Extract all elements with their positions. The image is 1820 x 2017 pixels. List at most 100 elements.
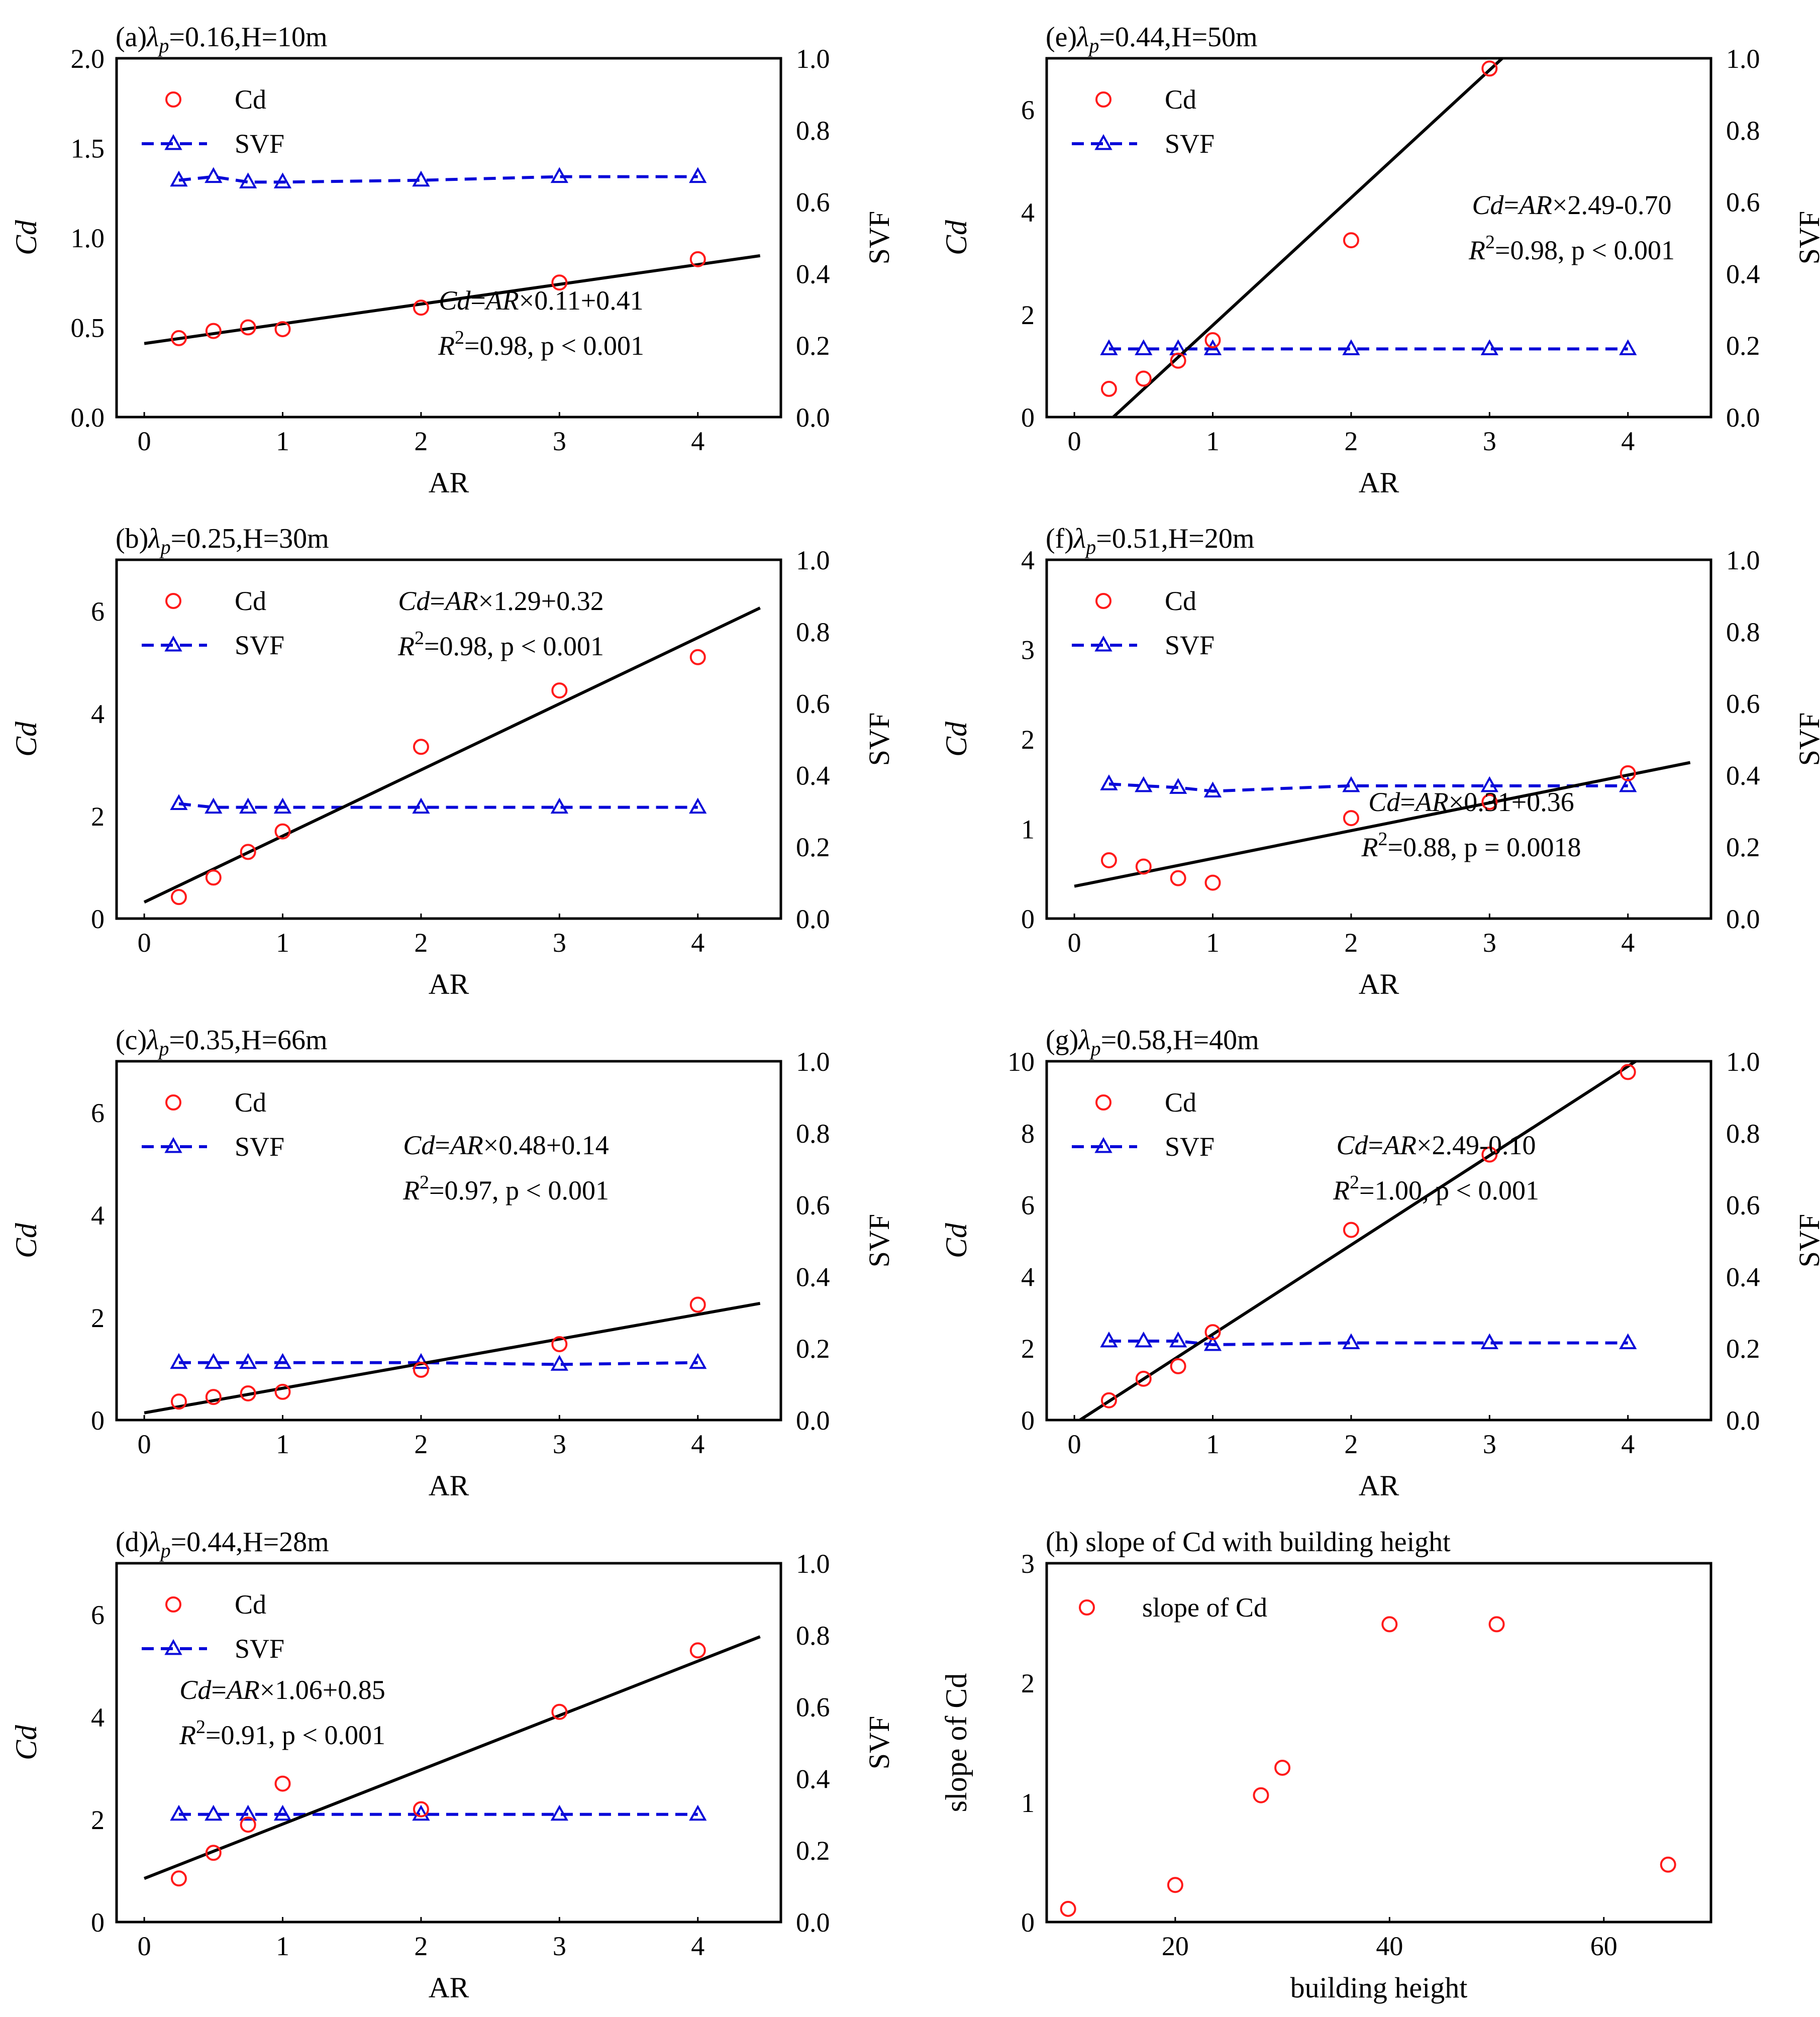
svf-point (1480, 776, 1498, 792)
y2-tick-label: 0.8 (796, 116, 830, 146)
fit-equation: Cd=AR×1.29+0.32 (398, 586, 603, 616)
svf-point (1100, 1331, 1118, 1348)
fit-equation: Cd=AR×0.31+0.36 (1368, 787, 1574, 817)
cd-point (1343, 232, 1359, 249)
y-tick-label: 8 (1021, 1119, 1035, 1149)
y-tick-label: 0.0 (71, 402, 105, 433)
legend-marker-svf (164, 635, 182, 652)
y-tick-label: 0 (91, 1907, 105, 1938)
y-tick-label: 1.0 (71, 223, 105, 253)
y-axis-label: Cd (940, 220, 973, 255)
y2-tick-label: 0.6 (1726, 689, 1760, 719)
fit-equation: Cd=AR×0.11+0.41 (439, 285, 643, 316)
svf-point (689, 1353, 707, 1369)
eq-r-squared: 2 (420, 1172, 429, 1193)
svf-point (170, 1353, 188, 1369)
chart-title: (c)λp=0.35,H=66m (116, 1025, 328, 1060)
plot-frame (115, 1562, 782, 1924)
plot-area (1074, 761, 1691, 891)
cd-point (1481, 793, 1498, 810)
cd-point (274, 1775, 291, 1792)
cd-point (1135, 370, 1152, 387)
title-rest: slope of Cd with building height (1078, 1527, 1451, 1558)
svf-point (205, 1353, 223, 1369)
x-tick-label: 3 (553, 1931, 566, 1961)
y-tick-label: 6 (91, 596, 105, 627)
y2-tick-label: 0.4 (1726, 1262, 1760, 1292)
legend-marker-slope (1079, 1599, 1095, 1616)
cd-point (689, 1642, 706, 1659)
eq-cd: Cd (439, 285, 471, 316)
eq-cd: Cd (179, 1675, 212, 1705)
title-rest: =0.51,H=20m (1096, 523, 1254, 554)
y-tick-label: 0 (91, 904, 105, 934)
cd-point (1170, 352, 1186, 369)
y2-tick-label: 0.2 (1726, 832, 1760, 862)
eq-r: R (179, 1720, 196, 1750)
legend-marker-svf (1094, 134, 1113, 150)
legend-marker-svf (1094, 1137, 1113, 1153)
y-tick-label: 4 (91, 1702, 105, 1733)
y2-tick-label: 0.4 (796, 760, 830, 790)
cd-point (689, 1296, 706, 1313)
y2-tick-label: 0.6 (1726, 187, 1760, 218)
cd-point (1481, 1146, 1498, 1163)
svf-point (1169, 1331, 1187, 1348)
svf-point (1342, 339, 1360, 355)
x-tick-label: 1 (276, 1931, 289, 1961)
y-tick-label: 1 (1021, 1788, 1035, 1818)
x-tick-label: 2 (1344, 928, 1358, 958)
eq-cd: Cd (1337, 1130, 1369, 1160)
eq-ar: AR (449, 1130, 483, 1160)
y2-tick-label: 0.6 (796, 689, 830, 719)
svf-series-line (1108, 1339, 1628, 1347)
cd-point (1135, 1370, 1152, 1387)
fit-stats: R2=0.98, p < 0.001 (438, 327, 644, 361)
y-axis-label: Cd (10, 1223, 43, 1258)
y-axis-label: Cd (10, 1725, 43, 1760)
eq-r: R (438, 331, 455, 361)
cd-point (1620, 765, 1636, 781)
title-prefix: (f) (1046, 523, 1074, 554)
cd-point (170, 330, 187, 346)
y-tick-label: 2 (91, 1303, 105, 1333)
x-tick-label: 2 (414, 1931, 428, 1961)
y-axis-label: Cd (940, 1223, 973, 1258)
y-tick-label: 6 (91, 1600, 105, 1630)
y2-tick-label: 0.2 (1726, 1334, 1760, 1364)
eq-equals: = (1368, 1130, 1383, 1160)
eq-ar: AR (1518, 190, 1552, 220)
y2-tick-label: 0.0 (796, 1907, 830, 1938)
legend-marker-cd (1095, 1094, 1111, 1111)
plot-frame (115, 1060, 782, 1422)
y2-tick-label: 0.8 (796, 1621, 830, 1651)
chart-title: (a)λp=0.16,H=10m (116, 22, 328, 57)
x-tick-label: 1 (1206, 426, 1220, 456)
svf-point (1480, 339, 1498, 355)
y2-tick-label: 1.0 (1726, 545, 1760, 575)
plot-frame (115, 57, 782, 419)
eq-cd: Cd (398, 586, 430, 616)
y2-tick-label: 0.0 (1726, 1405, 1760, 1436)
x-tick-label: 4 (1621, 928, 1635, 958)
svf-point (170, 794, 188, 811)
y2-tick-label: 1.0 (796, 545, 830, 575)
x-tick-label: 3 (1483, 1429, 1496, 1459)
eq-stats: =0.97, p < 0.001 (429, 1175, 609, 1205)
y2-tick-label: 0.4 (1726, 760, 1760, 790)
eq-coeffs: ×0.11+0.41 (519, 285, 644, 316)
y2-tick-label: 1.0 (1726, 44, 1760, 74)
eq-coeffs: ×2.49-0.70 (1552, 190, 1671, 220)
title-subscript: p (159, 536, 171, 558)
x-tick-label: 4 (691, 1931, 704, 1961)
x-tick-label: 0 (1068, 1429, 1081, 1459)
cd-point (413, 299, 429, 316)
y-axis-label: slope of Cd (940, 1673, 973, 1812)
x-tick-label: 3 (553, 426, 566, 456)
svf-point (689, 167, 707, 183)
svf-point (1619, 1333, 1637, 1349)
title-subscript: p (159, 1539, 171, 1562)
x-tick-label: 1 (276, 426, 289, 456)
